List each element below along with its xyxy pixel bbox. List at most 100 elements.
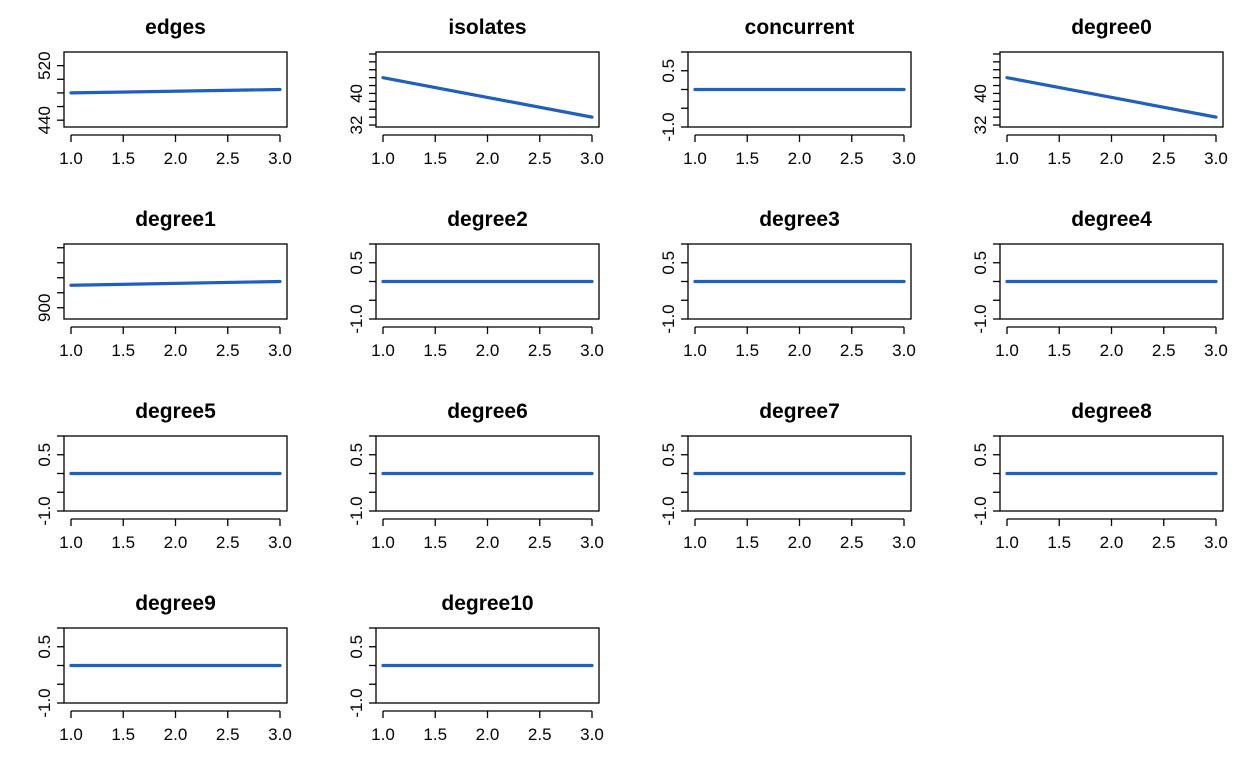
panel-degree4: degree4 -1.0 0.5 1.0 1.5 2.0 2.5 3.0 xyxy=(971,208,1228,360)
series-line xyxy=(69,87,282,95)
panel-title: degree5 xyxy=(135,400,216,423)
panel-degree6: degree6 -1.0 0.5 1.0 1.5 2.0 2.5 3.0 xyxy=(347,400,604,552)
x-tick-label: 2.0 xyxy=(788,341,812,360)
panel-degree9: degree9 -1.0 0.5 1.0 1.5 2.0 2.5 3.0 xyxy=(35,592,292,744)
x-tick-label: 2.5 xyxy=(216,725,240,744)
y-tick-label: 0.5 xyxy=(35,443,54,467)
x-tick-label: 1.5 xyxy=(423,149,447,168)
y-tick-label: 40 xyxy=(971,84,990,103)
x-tick-label: 1.5 xyxy=(111,725,135,744)
y-tick-label: 0.5 xyxy=(347,635,366,659)
y-tick-label: -1.0 xyxy=(347,496,366,525)
x-tick-label: 2.5 xyxy=(1152,533,1176,552)
x-tick-label: 1.0 xyxy=(683,533,707,552)
x-tick-label: 2.0 xyxy=(164,341,188,360)
x-tick-label: 1.0 xyxy=(371,725,395,744)
x-tick-label: 3.0 xyxy=(1204,341,1228,360)
y-tick-label: -1.0 xyxy=(659,496,678,525)
x-tick-label: 2.0 xyxy=(1100,533,1124,552)
x-tick-label: 3.0 xyxy=(268,149,292,168)
x-tick-label: 2.0 xyxy=(164,725,188,744)
x-tick-label: 2.5 xyxy=(528,533,552,552)
x-tick-label: 2.0 xyxy=(788,149,812,168)
x-tick-label: 2.5 xyxy=(1152,149,1176,168)
panel-isolates: isolates 32 40 1.0 1.5 2.0 2.5 3.0 xyxy=(347,16,604,168)
plot-frame xyxy=(999,51,1224,128)
panel-title: degree0 xyxy=(1071,16,1152,39)
panel-title: degree8 xyxy=(1071,400,1152,423)
x-tick-label: 2.0 xyxy=(476,725,500,744)
y-tick-label: 0.5 xyxy=(971,443,990,467)
panel-degree8: degree8 -1.0 0.5 1.0 1.5 2.0 2.5 3.0 xyxy=(971,400,1228,552)
y-tick-label: 0.5 xyxy=(347,251,366,275)
panel-title: isolates xyxy=(448,16,526,39)
y-tick-label: -1.0 xyxy=(35,496,54,525)
x-tick-label: 1.0 xyxy=(59,341,83,360)
x-tick-label: 1.5 xyxy=(735,533,759,552)
panel-degree7: degree7 -1.0 0.5 1.0 1.5 2.0 2.5 3.0 xyxy=(659,400,916,552)
x-tick-label: 3.0 xyxy=(268,533,292,552)
y-tick-label: 0.5 xyxy=(971,251,990,275)
panel-concurrent: concurrent -1.0 0.5 1.0 1.5 2.0 2.5 3.0 xyxy=(659,16,916,168)
x-tick-label: 2.5 xyxy=(528,149,552,168)
x-tick-label: 1.0 xyxy=(995,149,1019,168)
x-tick-label: 3.0 xyxy=(1204,149,1228,168)
panel-title: degree4 xyxy=(1071,208,1152,231)
panel-edges: edges 440 520 1.0 1.5 2.0 2.5 3.0 xyxy=(35,16,292,168)
x-tick-label: 2.0 xyxy=(788,533,812,552)
x-tick-label: 2.5 xyxy=(528,341,552,360)
x-tick-label: 2.5 xyxy=(1152,341,1176,360)
panel-degree2: degree2 -1.0 0.5 1.0 1.5 2.0 2.5 3.0 xyxy=(347,208,604,360)
x-tick-label: 3.0 xyxy=(892,533,916,552)
y-tick-label: 32 xyxy=(347,116,366,135)
x-tick-label: 2.0 xyxy=(476,533,500,552)
y-tick-label: -1.0 xyxy=(659,112,678,141)
x-tick-label: 1.5 xyxy=(423,725,447,744)
y-tick-label: 900 xyxy=(35,294,54,322)
x-tick-label: 1.0 xyxy=(683,341,707,360)
panel-degree3: degree3 -1.0 0.5 1.0 1.5 2.0 2.5 3.0 xyxy=(659,208,916,360)
x-tick-label: 2.5 xyxy=(528,725,552,744)
y-tick-label: 440 xyxy=(35,106,54,134)
panel-title: degree9 xyxy=(135,592,216,615)
y-tick-label: 520 xyxy=(35,51,54,79)
x-tick-label: 3.0 xyxy=(1204,533,1228,552)
y-tick-label: 0.5 xyxy=(659,443,678,467)
x-tick-label: 1.0 xyxy=(59,725,83,744)
x-tick-label: 2.5 xyxy=(216,533,240,552)
x-tick-label: 1.5 xyxy=(423,341,447,360)
y-tick-label: 32 xyxy=(971,116,990,135)
x-tick-label: 1.5 xyxy=(1047,533,1071,552)
x-tick-label: 1.0 xyxy=(371,149,395,168)
series-line xyxy=(1005,76,1218,119)
x-tick-label: 1.0 xyxy=(59,149,83,168)
x-tick-label: 1.5 xyxy=(735,149,759,168)
x-tick-label: 2.0 xyxy=(164,533,188,552)
x-tick-label: 1.5 xyxy=(1047,341,1071,360)
x-tick-label: 1.0 xyxy=(995,533,1019,552)
panel-title: degree2 xyxy=(447,208,528,231)
x-tick-label: 1.5 xyxy=(1047,149,1071,168)
series-line xyxy=(381,76,594,119)
panel-title: degree7 xyxy=(759,400,840,423)
x-tick-label: 2.5 xyxy=(216,149,240,168)
x-tick-label: 1.5 xyxy=(111,149,135,168)
panel-title: concurrent xyxy=(745,16,855,39)
y-tick-label: -1.0 xyxy=(347,304,366,333)
panel-title: degree3 xyxy=(759,208,840,231)
y-tick-label: -1.0 xyxy=(971,496,990,525)
y-tick-label: 40 xyxy=(347,84,366,103)
x-tick-label: 3.0 xyxy=(268,341,292,360)
x-tick-label: 1.0 xyxy=(59,533,83,552)
x-tick-label: 3.0 xyxy=(580,533,604,552)
panel-title: degree6 xyxy=(447,400,528,423)
series-line xyxy=(69,279,282,287)
x-tick-label: 1.5 xyxy=(423,533,447,552)
x-tick-label: 2.0 xyxy=(476,149,500,168)
x-tick-label: 3.0 xyxy=(580,149,604,168)
x-tick-label: 1.5 xyxy=(735,341,759,360)
y-tick-label: -1.0 xyxy=(659,304,678,333)
x-tick-label: 1.5 xyxy=(111,341,135,360)
panel-title: edges xyxy=(145,16,206,39)
